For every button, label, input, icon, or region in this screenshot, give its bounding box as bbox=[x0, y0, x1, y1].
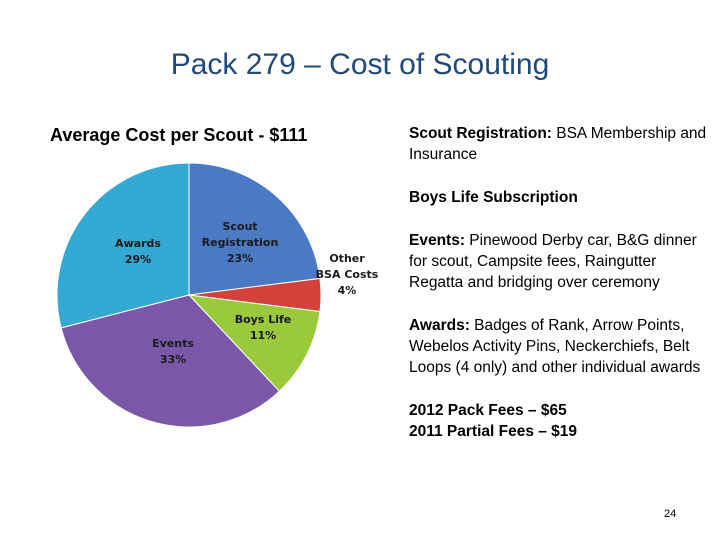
pie-slice-events bbox=[60, 294, 281, 428]
pie-slice-boys-life bbox=[187, 294, 321, 392]
note-registration-heading: Scout Registration: bbox=[409, 125, 552, 142]
note-boys-life: Boys Life Subscription bbox=[409, 187, 709, 208]
slide-title: Pack 279 – Cost of Scouting bbox=[170, 48, 550, 81]
notes-panel: Scout Registration: BSA Membership and I… bbox=[409, 123, 709, 442]
slice-label-other-bsa-costs: Other BSA Costs 4% bbox=[316, 252, 379, 297]
slice-label-awards: Awards 29% bbox=[115, 237, 161, 266]
fees-block: 2012 Pack Fees – $65 2011 Partial Fees –… bbox=[409, 400, 709, 442]
fees-2011: 2011 Partial Fees – $19 bbox=[409, 423, 578, 440]
slice-label-scout-registration: Scout Registration 23% bbox=[202, 220, 279, 265]
note-events: Events: Pinewood Derby car, B&G dinner f… bbox=[409, 230, 709, 293]
pie-slice-scout-registration bbox=[188, 162, 321, 296]
pie-slice-awards bbox=[56, 162, 190, 329]
note-awards-text: Badges of Rank, Arrow Points, Webelos Ac… bbox=[409, 317, 701, 376]
fees-2012: 2012 Pack Fees – $65 bbox=[409, 402, 567, 419]
page-number: 24 bbox=[664, 508, 677, 520]
note-registration-text: BSA Membership and Insurance bbox=[409, 125, 707, 163]
note-registration: Scout Registration: BSA Membership and I… bbox=[409, 123, 709, 165]
note-awards-heading: Awards: bbox=[409, 317, 470, 334]
note-events-text: Pinewood Derby car, B&G dinner for scout… bbox=[409, 232, 697, 291]
pie-chart: Scout Registration 23% Other BSA Costs 4% Boys… bbox=[56, 162, 379, 428]
chart-title: Average Cost per Scout - $111 bbox=[50, 125, 308, 145]
slice-label-events: Events 33% bbox=[152, 337, 194, 366]
slice-label-boys-life: Boys Life 11% bbox=[235, 313, 292, 342]
note-boys-life-heading: Boys Life Subscription bbox=[409, 189, 578, 206]
note-awards: Awards: Badges of Rank, Arrow Points, We… bbox=[409, 315, 709, 378]
note-events-heading: Events: bbox=[409, 232, 465, 249]
